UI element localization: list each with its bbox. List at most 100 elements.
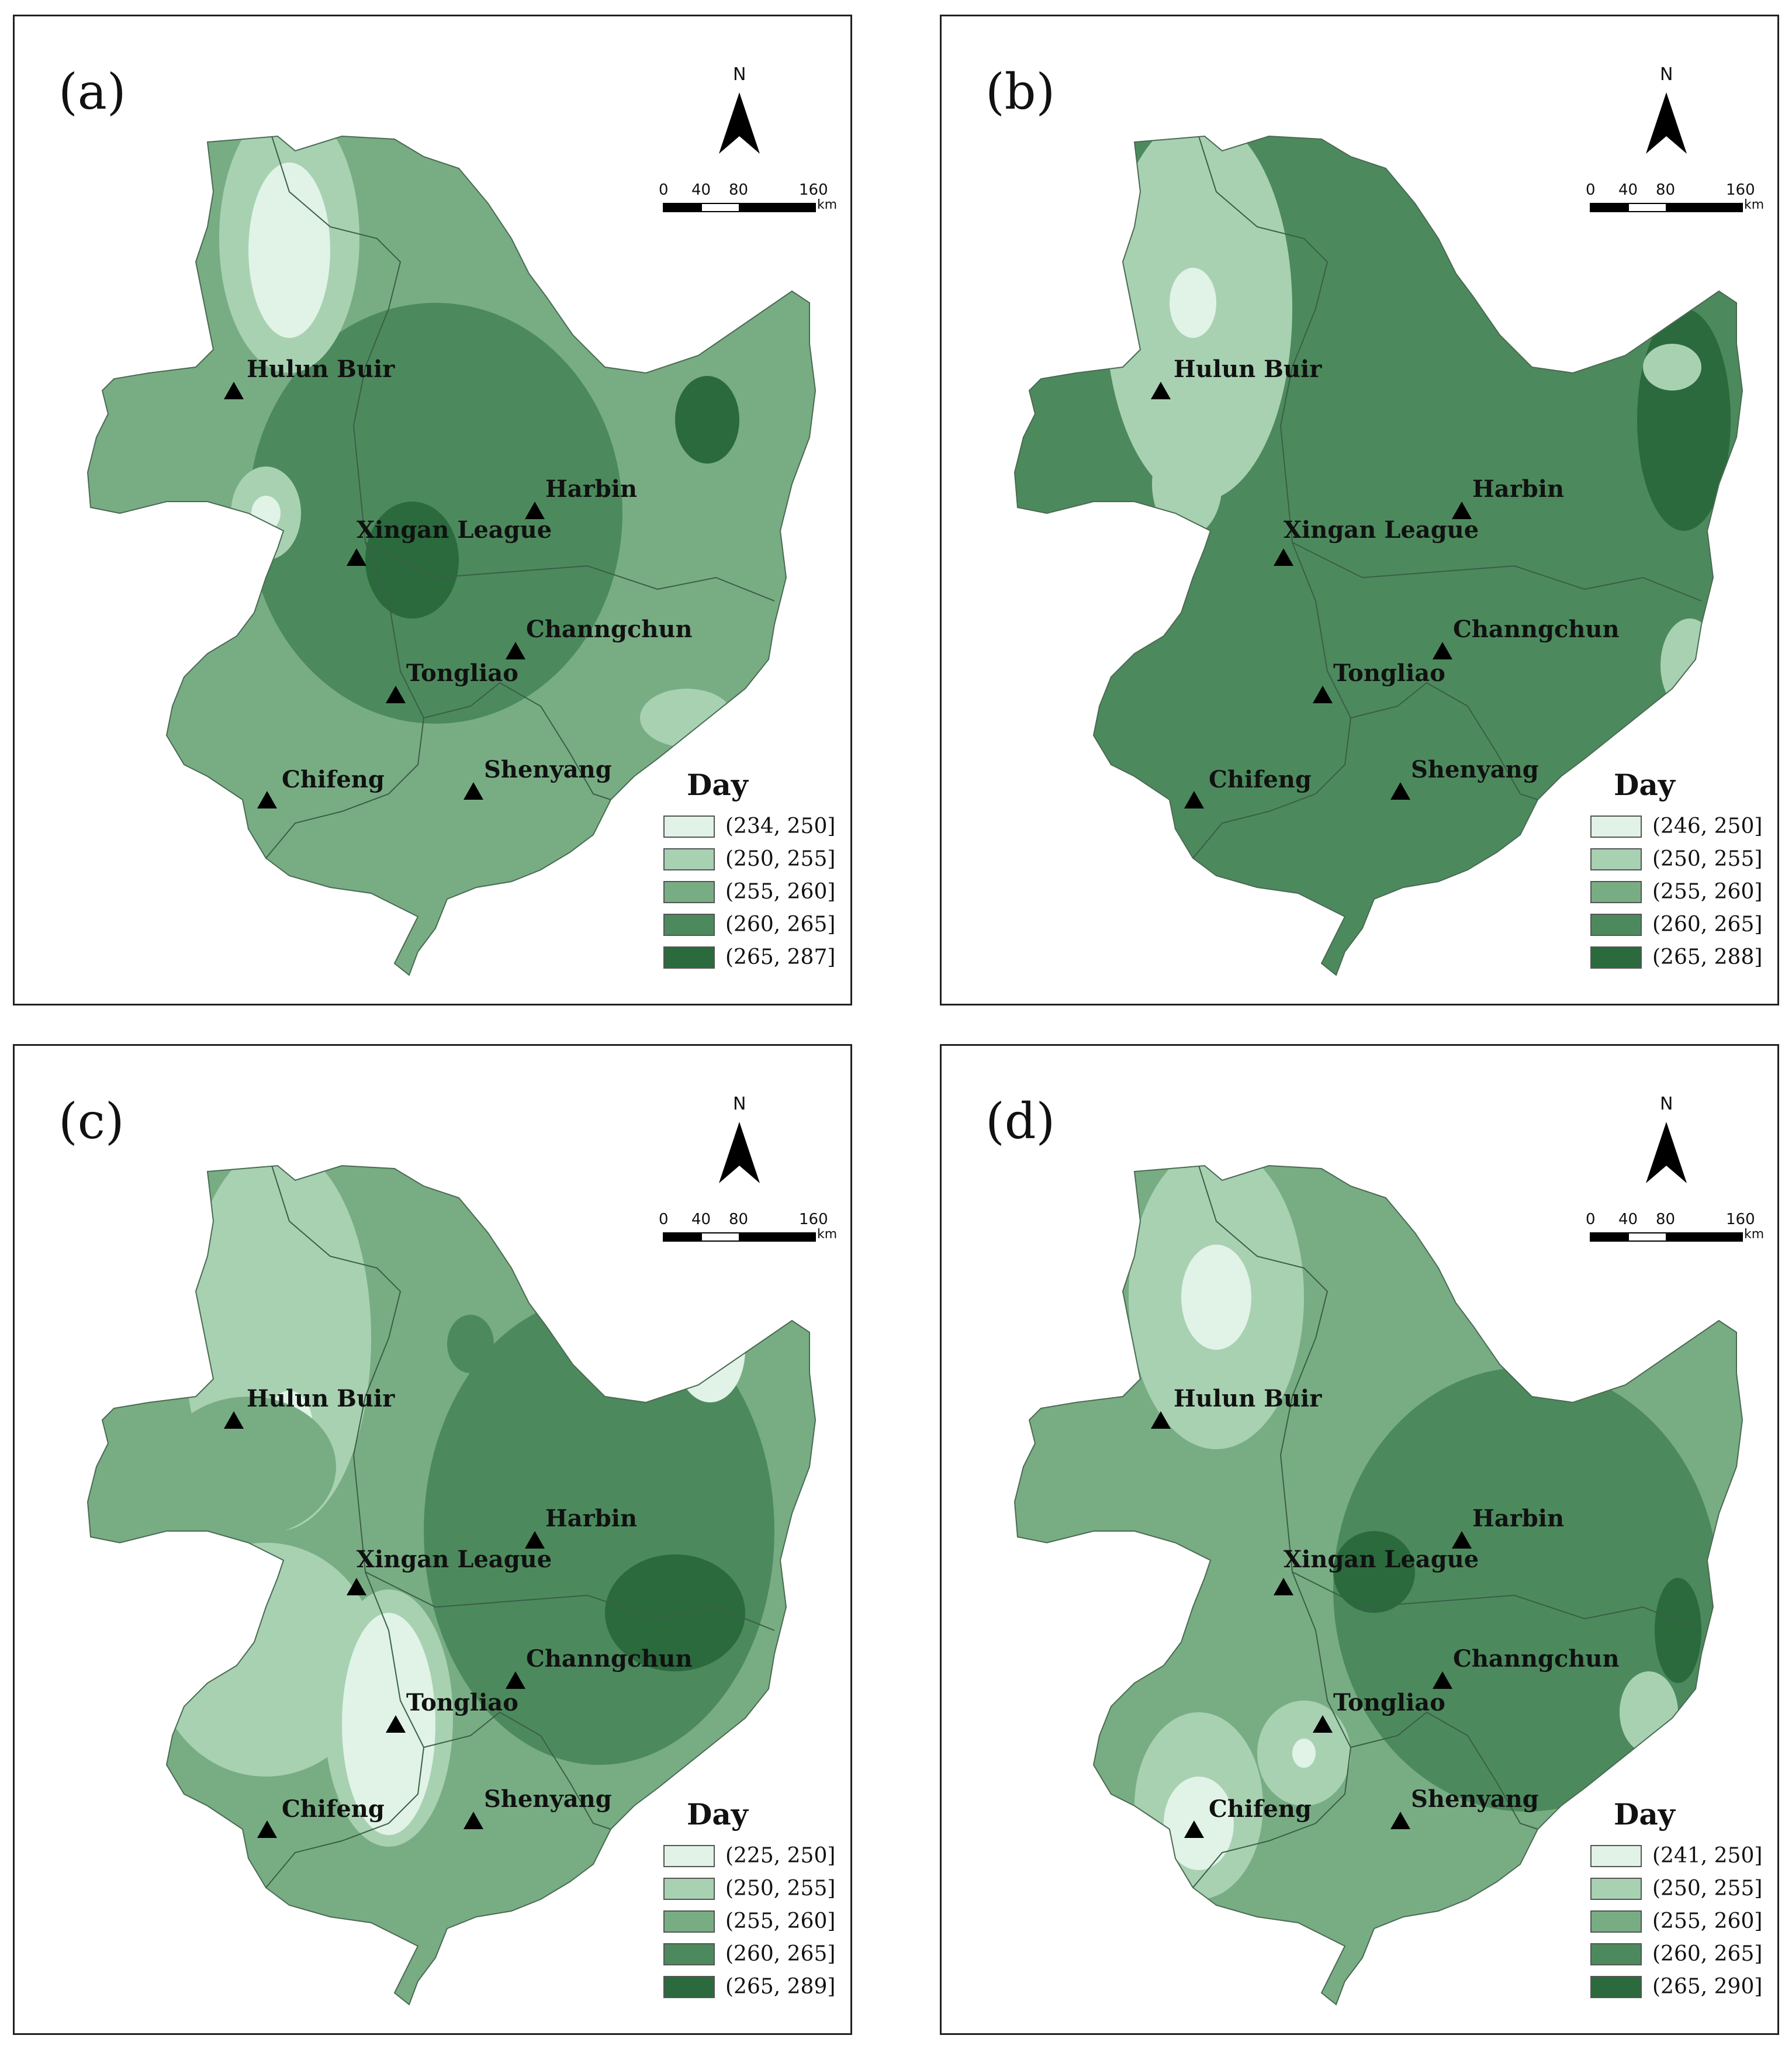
legend-item: (255, 260] <box>1590 880 1762 904</box>
city-label: Channgchun <box>1453 1645 1620 1673</box>
legend-item: (255, 260] <box>1590 1909 1762 1933</box>
legend-title: Day <box>687 768 748 802</box>
scale-label: 40 <box>691 1211 711 1228</box>
legend-item: (255, 260] <box>663 880 835 904</box>
legend-label: (265, 289] <box>725 1975 836 1999</box>
legend-item: (250, 255] <box>1590 1877 1762 1900</box>
scale-label: 80 <box>1656 181 1676 199</box>
city-label: Shenyang <box>1411 756 1539 783</box>
city-label: Xingan League <box>357 1546 552 1573</box>
triangle-marker-icon <box>386 686 406 703</box>
zone-area <box>161 1397 336 1537</box>
triangle-marker-icon <box>1390 782 1410 800</box>
map-outline <box>87 135 817 976</box>
city-label: Channgchun <box>526 1645 693 1673</box>
zone-area <box>1292 1739 1316 1768</box>
scale-label: 0 <box>1586 181 1596 199</box>
map-outline <box>87 1165 817 2006</box>
city-label: Channgchun <box>1453 616 1620 643</box>
legend-label: (255, 260] <box>725 880 836 904</box>
zone-area <box>1637 309 1731 531</box>
zone-area <box>1152 431 1222 537</box>
legend-label: (250, 255] <box>1652 847 1763 871</box>
city-label: Chifeng <box>282 1795 385 1823</box>
city-label: Shenyang <box>1411 1785 1539 1813</box>
map-panel: (d) N 0 40 80 160 km Hulun Buir Harbin Xingan Lea… <box>940 1044 1779 2035</box>
zone-area <box>1170 268 1216 338</box>
legend-swatch <box>1590 946 1642 969</box>
legend-swatch <box>663 1844 715 1867</box>
city-label: Tongliao <box>406 1689 518 1716</box>
legend-swatch <box>663 880 715 903</box>
panel-label: (a) <box>58 63 126 120</box>
triangle-marker-icon <box>1433 642 1452 659</box>
triangle-marker-icon <box>1313 1715 1333 1733</box>
legend-item: (225, 250] <box>663 1844 835 1868</box>
legend-item: (250, 255] <box>663 847 835 871</box>
zone-area <box>1620 1671 1678 1753</box>
triangle-marker-icon <box>257 1820 277 1838</box>
scale-label: 0 <box>1586 1211 1596 1228</box>
city-label: Hulun Buir <box>1174 355 1322 383</box>
scale-bar-segment <box>1628 1232 1667 1242</box>
province-boundary <box>1192 1166 1352 1888</box>
scale-bar-segment <box>701 1232 740 1242</box>
city-label: Tongliao <box>1333 659 1445 687</box>
zone-area <box>675 1297 745 1402</box>
triangle-marker-icon <box>224 382 244 399</box>
triangle-marker-icon <box>506 642 525 659</box>
triangle-marker-icon <box>1433 1671 1452 1689</box>
city-label: Harbin <box>1472 475 1565 503</box>
legend-item: (260, 265] <box>663 913 835 937</box>
legend-item: (265, 289] <box>663 1975 835 1999</box>
triangle-marker-icon <box>386 1715 406 1733</box>
legend-label: (265, 290] <box>1652 1975 1763 1999</box>
legend-swatch <box>663 913 715 936</box>
triangle-marker-icon <box>347 1578 366 1595</box>
zone-area <box>675 376 739 464</box>
scale-bar-segment <box>663 1232 702 1242</box>
city-label: Chifeng <box>1209 766 1312 793</box>
scale-label: 40 <box>1618 181 1638 199</box>
scale-label: 160 <box>799 1211 828 1228</box>
zone-area <box>640 689 734 747</box>
legend-title: Day <box>1614 1797 1675 1832</box>
north-label: N <box>1660 64 1673 85</box>
province-boundary <box>265 136 425 859</box>
triangle-marker-icon <box>525 502 545 519</box>
city-label: Shenyang <box>484 756 612 783</box>
legend-item: (255, 260] <box>663 1909 835 1933</box>
scale-unit: km <box>1744 1227 1765 1242</box>
province-boundary <box>1192 136 1352 859</box>
legend-label: (250, 255] <box>725 1877 836 1900</box>
zone-area <box>1333 1531 1415 1613</box>
triangle-marker-icon <box>1151 1411 1171 1429</box>
triangle-marker-icon <box>224 1411 244 1429</box>
city-label: Xingan League <box>1284 516 1479 544</box>
scale-bar-segment <box>701 203 740 212</box>
scale-label: 80 <box>1656 1211 1676 1228</box>
legend-label: (250, 255] <box>725 847 836 871</box>
scale-bar-segment <box>1666 203 1743 212</box>
city-label: Harbin <box>545 1505 638 1532</box>
city-label: Channgchun <box>526 616 693 643</box>
province-boundary <box>365 1571 775 1830</box>
triangle-marker-icon <box>1452 1531 1472 1549</box>
scale-label: 160 <box>1726 181 1755 199</box>
panel-label: (c) <box>58 1093 124 1150</box>
triangle-marker-icon <box>1390 1812 1410 1829</box>
city-label: Chifeng <box>1209 1795 1312 1823</box>
zone-area <box>365 502 459 618</box>
triangle-marker-icon <box>463 782 483 800</box>
scale-bar-segment <box>739 1232 816 1242</box>
map-svg <box>87 92 817 976</box>
legend-item: (260, 265] <box>1590 913 1762 937</box>
scale-unit: km <box>817 198 838 212</box>
legend-swatch <box>663 1975 715 1998</box>
scale-label: 160 <box>799 181 828 199</box>
zone-area <box>1181 1245 1251 1350</box>
city-label: Hulun Buir <box>247 355 395 383</box>
legend-title: Day <box>687 1797 748 1832</box>
zone-area <box>248 163 330 338</box>
legend-item: (260, 265] <box>1590 1942 1762 1966</box>
